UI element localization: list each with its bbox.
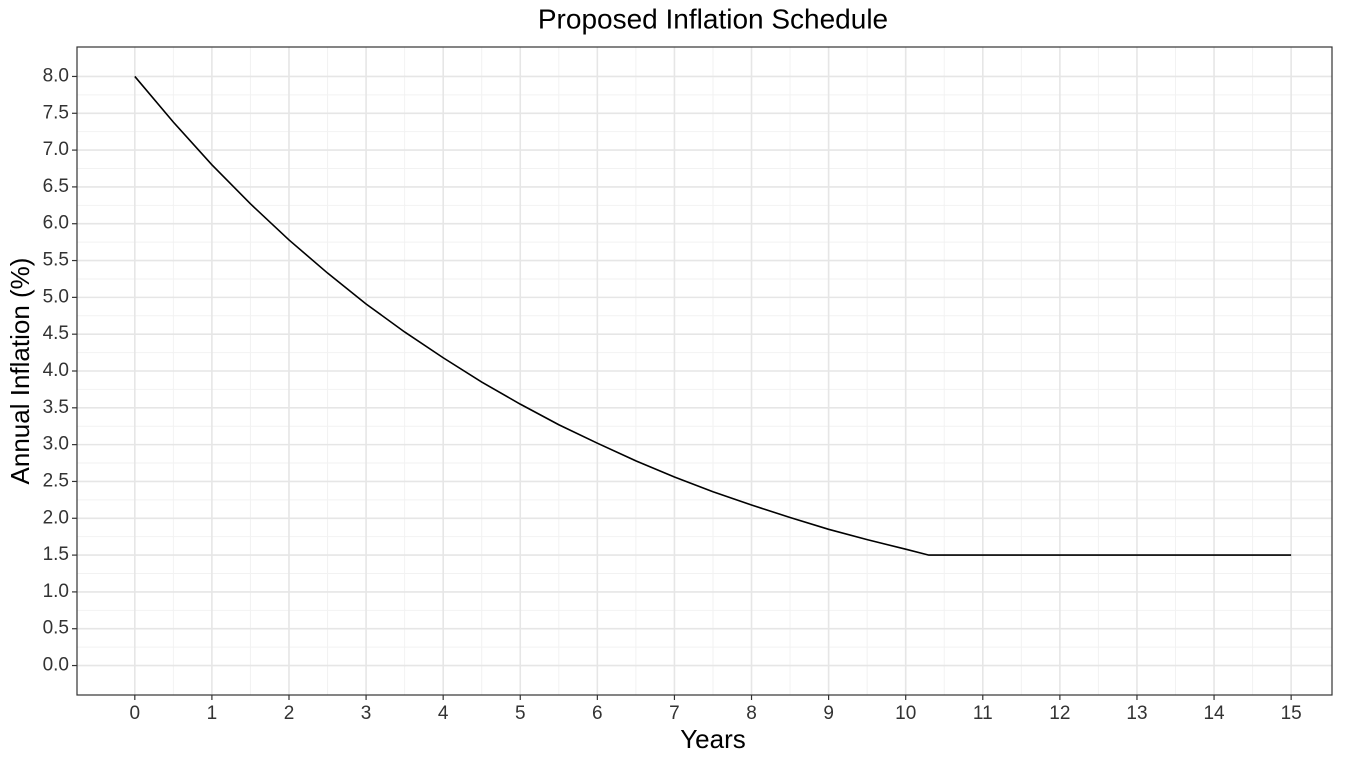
y-tick-label: 8.0 [43,65,69,86]
y-axis-title: Annual Inflation (%) [5,258,35,485]
x-tick-label: 11 [973,703,993,724]
y-tick-label: 5.0 [43,286,69,307]
y-tick-label: 3.0 [43,434,69,455]
x-tick-label: 3 [361,703,372,724]
y-tick-label: 2.5 [43,470,69,491]
x-tick-label: 8 [746,703,757,724]
x-tick-label: 15 [1281,703,1302,724]
x-tick-label: 7 [669,703,680,724]
x-tick-label: 9 [823,703,834,724]
x-tick-label: 10 [895,703,916,724]
panel-border [76,46,1333,696]
y-tick-label: 2.0 [43,507,69,528]
y-tick-label: 6.0 [43,213,69,234]
y-tick-label: 4.0 [43,360,69,381]
x-axis-title: Years [680,724,746,754]
x-tick-label: 6 [592,703,603,724]
y-tick-label: 1.5 [43,544,69,565]
x-tick-label: 5 [515,703,526,724]
y-tick-label: 6.5 [43,176,69,197]
x-tick-label: 13 [1126,703,1147,724]
chart-title: Proposed Inflation Schedule [538,3,888,34]
data-line [134,75,1292,556]
y-tick-label: 7.5 [43,102,69,123]
y-tick-label: 3.5 [43,397,69,418]
y-tick-label: 4.5 [43,323,69,344]
y-tick-label: 1.0 [43,581,69,602]
y-tick-label: 7.0 [43,139,69,160]
x-tick-label: 14 [1203,703,1225,724]
x-tick-label: 12 [1049,703,1070,724]
x-tick-label: 1 [207,703,218,724]
x-tick-label: 0 [130,703,141,724]
x-tick-label: 2 [284,703,295,724]
y-tick-label: 5.5 [43,250,69,271]
y-tick-label: 0.0 [43,655,69,676]
x-tick-label: 4 [438,703,449,724]
y-tick-label: 0.5 [43,618,69,639]
